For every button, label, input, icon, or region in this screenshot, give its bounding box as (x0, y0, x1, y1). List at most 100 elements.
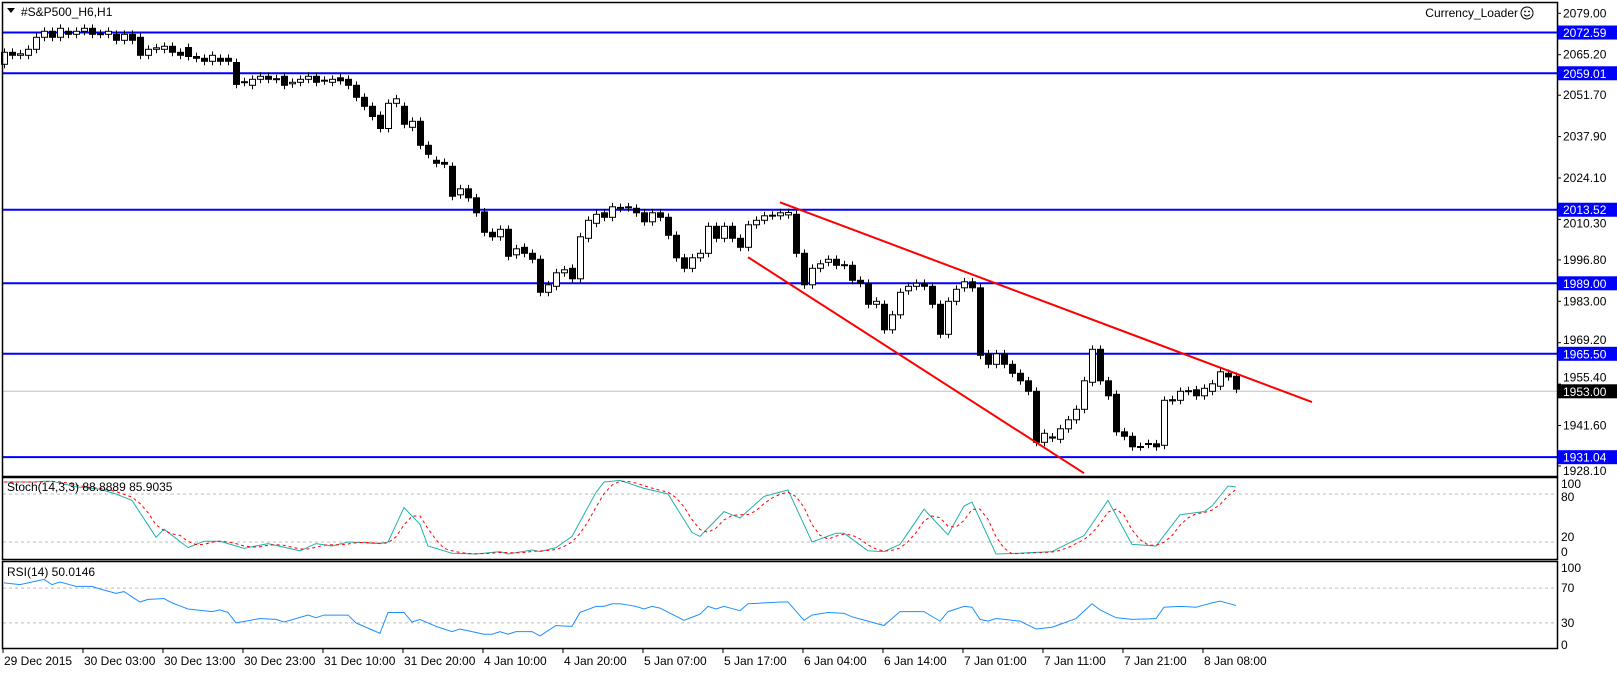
bearish-candle-body (737, 237, 744, 248)
bearish-candle-body (857, 279, 864, 284)
smiley-face-icon (1520, 6, 1534, 20)
candle (249, 75, 256, 90)
bullish-candle-body (649, 212, 656, 223)
time-tick-label: 30 Dec 03:00 (84, 654, 156, 668)
bearish-candle-body (1105, 380, 1112, 397)
candle (857, 276, 864, 288)
candle (625, 202, 632, 212)
candle (209, 51, 216, 66)
candle (441, 158, 448, 169)
time-tick-label: 6 Jan 04:00 (804, 654, 867, 668)
bullish-candle-body (297, 78, 304, 83)
bullish-candle-body (161, 45, 168, 50)
candle (961, 277, 968, 292)
bullish-candle-body (689, 257, 696, 269)
candle (1001, 349, 1008, 369)
candle (417, 117, 424, 150)
triangle-down-icon[interactable] (7, 8, 15, 13)
bullish-candle-body (1209, 383, 1216, 392)
bullish-candle-body (105, 30, 112, 35)
candle (601, 208, 608, 222)
candle (577, 232, 584, 283)
bullish-candle-body (321, 79, 328, 82)
candle (401, 102, 408, 129)
candle (281, 72, 288, 90)
bearish-candle-body (281, 75, 288, 86)
bullish-candle-body (945, 300, 952, 335)
time-tick-label: 29 Dec 2015 (4, 654, 72, 668)
bearish-candle-body (1193, 389, 1200, 397)
candle (929, 282, 936, 309)
bearish-candle-body (713, 225, 720, 239)
candle (457, 184, 464, 199)
bearish-candle-body (641, 212, 648, 223)
bearish-candle-body (969, 281, 976, 289)
candle (25, 45, 32, 60)
bearish-candle-body (601, 212, 608, 218)
candle (1041, 429, 1048, 447)
candle (945, 297, 952, 339)
candle (329, 75, 336, 87)
bullish-candle-body (913, 282, 920, 287)
candle (225, 54, 232, 66)
candle (217, 54, 224, 66)
candle (153, 43, 160, 54)
candle (561, 265, 568, 277)
candle (337, 73, 344, 85)
time-tick-label: 30 Dec 23:00 (244, 654, 316, 668)
candle (1081, 376, 1088, 414)
main-panel-frame (1, 1, 1559, 478)
indicator-name: Currency_Loader (1425, 6, 1518, 20)
candle (609, 202, 616, 222)
bearish-candle-body (793, 213, 800, 254)
candle (881, 300, 888, 334)
bearish-candle-body (313, 75, 320, 83)
bullish-candle-body (585, 219, 592, 239)
candle (361, 93, 368, 111)
bullish-candle-body (1177, 390, 1184, 401)
candle (1161, 396, 1168, 450)
bearish-candle-body (529, 252, 536, 260)
bullish-candle-body (1065, 419, 1072, 430)
bearish-candle-body (921, 282, 928, 287)
candle (1009, 360, 1016, 378)
bearish-candle-body (425, 144, 432, 155)
candle (313, 72, 320, 87)
price-tick-label: 2037.90 (1563, 130, 1607, 144)
candle (825, 255, 832, 267)
bearish-candle-body (345, 78, 352, 86)
bearish-candle-body (473, 197, 480, 214)
rsi-axis-label: 100 (1561, 561, 1581, 575)
candle (49, 27, 56, 42)
bullish-candle-body (1, 51, 8, 65)
candle (833, 255, 840, 270)
bearish-candle-body (1121, 431, 1128, 437)
candle (713, 222, 720, 243)
candle (121, 30, 128, 45)
bullish-candle-body (329, 78, 336, 83)
bullish-candle-body (1161, 399, 1168, 446)
rsi-axis-label: 70 (1561, 581, 1575, 595)
bearish-candle-body (401, 105, 408, 125)
candle (497, 225, 504, 241)
bullish-candle-body (497, 228, 504, 238)
bearish-candle-body (233, 62, 240, 85)
bearish-candle-body (833, 258, 840, 266)
candles (1, 24, 1240, 451)
time-tick-label: 30 Dec 13:00 (164, 654, 236, 668)
candle (569, 264, 576, 283)
candle (1217, 367, 1224, 391)
level-price-label: 1965.50 (1563, 347, 1607, 361)
candle (993, 349, 1000, 369)
bearish-candle-body (217, 57, 224, 62)
bullish-candle-body (721, 225, 728, 239)
level-price-badge (1558, 66, 1617, 81)
candle (177, 48, 184, 60)
candle (273, 74, 280, 84)
candle (753, 216, 760, 229)
candle (289, 78, 296, 88)
price-tick-label: 2051.70 (1563, 88, 1607, 102)
candle (465, 184, 472, 202)
candle (305, 72, 312, 84)
